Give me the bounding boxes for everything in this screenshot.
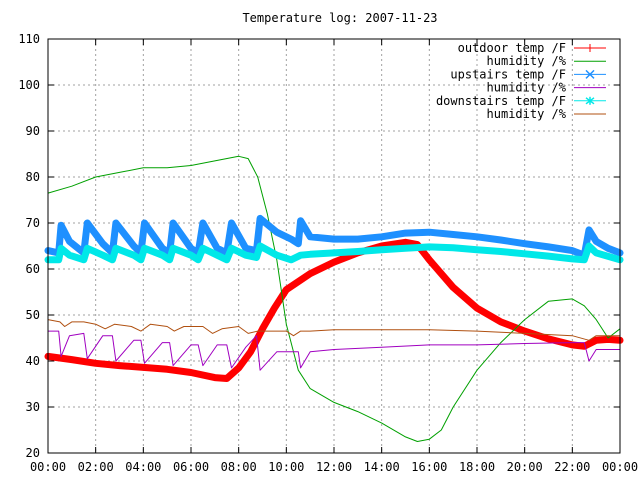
y-tick-label: 20 [26, 446, 40, 460]
x-tick-label: 02:00 [78, 460, 114, 474]
series-line-6 [47, 319, 621, 341]
series-line-1 [44, 238, 624, 382]
x-tick-label: 00:00 [30, 460, 66, 474]
legend-label: downstairs temp /F [436, 94, 566, 108]
series-line-4 [47, 330, 621, 371]
legend-label: humidity /% [487, 81, 567, 95]
y-tick-label: 60 [26, 262, 40, 276]
legend-label: humidity /% [487, 107, 567, 121]
chart-title: Temperature log: 2007-11-23 [242, 11, 437, 25]
y-tick-label: 80 [26, 170, 40, 184]
legend-label: outdoor temp /F [458, 41, 566, 55]
y-tick-label: 90 [26, 124, 40, 138]
y-tick-label: 100 [18, 78, 40, 92]
x-tick-label: 22:00 [554, 460, 590, 474]
x-tick-label: 10:00 [268, 460, 304, 474]
y-tick-label: 50 [26, 308, 40, 322]
legend-marker [585, 69, 595, 79]
x-tick-label: 20:00 [507, 460, 543, 474]
x-tick-label: 12:00 [316, 460, 352, 474]
y-tick-label: 70 [26, 216, 40, 230]
x-tick-label: 14:00 [364, 460, 400, 474]
legend-label: humidity /% [487, 54, 567, 68]
y-tick-label: 30 [26, 400, 40, 414]
x-tick-label: 18:00 [459, 460, 495, 474]
x-tick-label: 04:00 [125, 460, 161, 474]
x-tick-label: 06:00 [173, 460, 209, 474]
series-line-5 [44, 242, 624, 264]
series-line-2 [47, 155, 621, 442]
x-tick-label: 16:00 [411, 460, 447, 474]
x-tick-label: 08:00 [221, 460, 257, 474]
legend-label: upstairs temp /F [450, 67, 566, 81]
y-tick-label: 40 [26, 354, 40, 368]
legend-marker [585, 97, 595, 105]
series-layer [44, 155, 624, 442]
x-tick-label: 00:00 [602, 460, 638, 474]
y-tick-label: 110 [18, 32, 40, 46]
axis-ticks: 20 30 40 50 60 70 80 90 100 110 00:00 02:00 04:00 06:… [18, 32, 638, 474]
